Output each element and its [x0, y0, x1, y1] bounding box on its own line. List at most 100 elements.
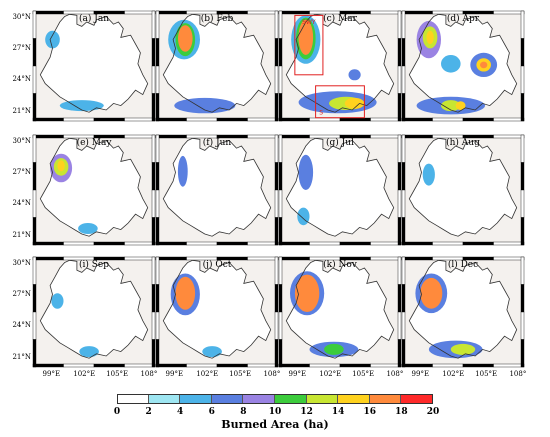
x-axis-label: 102°E [196, 370, 219, 378]
province-outline [39, 259, 149, 359]
burn-hotspot [78, 223, 98, 234]
border-tick-segment [32, 241, 64, 246]
x-axis-label: 105°E [106, 370, 129, 378]
border-tick-segment [309, 241, 341, 246]
border-tick-segment [278, 363, 310, 368]
province-outline [39, 137, 149, 237]
colorbar-tick-label: 14 [331, 407, 345, 417]
panel-title: (b) Feb [200, 14, 234, 24]
border-tick-segment [401, 162, 406, 191]
burn-hotspot [298, 154, 314, 190]
colorbar-segment [117, 394, 149, 404]
border-tick-segment [93, 363, 125, 368]
burn-hotspot [294, 274, 320, 312]
border-tick-segment [247, 241, 279, 246]
burn-hotspot [177, 155, 188, 187]
border-tick-segment [32, 65, 37, 94]
y-axis-label: 27°N [12, 44, 31, 53]
border-tick-segment [397, 339, 402, 368]
province-outline [285, 259, 395, 359]
colorbar-tick-label: 16 [363, 407, 377, 417]
border-tick-segment [216, 363, 248, 368]
border-tick-segment [32, 93, 37, 122]
border-tick-segment [397, 217, 402, 246]
border-tick-segment [401, 284, 406, 313]
border-tick-segment [155, 363, 187, 368]
border-tick-segment [278, 93, 283, 122]
border-tick-segment [462, 363, 494, 368]
border-tick-segment [274, 339, 279, 368]
panel-title: (a) Jan [78, 14, 110, 24]
colorbar [117, 394, 433, 404]
border-tick-segment [32, 363, 64, 368]
colorbar-segment [211, 394, 244, 404]
border-tick-segment [278, 217, 283, 246]
x-axis-label: 108° [386, 370, 404, 378]
burn-hotspot [455, 101, 466, 110]
border-tick-segment [155, 38, 160, 67]
y-axis-label: 21°N [12, 231, 31, 240]
map-panel: (d) Apr [401, 10, 525, 122]
x-axis-label: 108° [263, 370, 281, 378]
border-tick-segment [520, 93, 525, 122]
colorbar-tick-label: 4 [177, 407, 184, 417]
x-axis-label: 102°E [73, 370, 96, 378]
border-tick-segment [155, 189, 160, 218]
province-fill [409, 138, 517, 237]
map-panel: (g) Jul [278, 134, 402, 246]
x-axis-label: 102°E [319, 370, 342, 378]
panel-title: (g) Jul [326, 138, 354, 148]
colorbar-frame [117, 394, 433, 404]
border-tick-segment [63, 241, 95, 246]
colorbar-segment [243, 394, 275, 404]
map-svg [155, 256, 279, 368]
burn-hotspot [324, 343, 344, 355]
colorbar-tick-label: 20 [426, 407, 440, 417]
x-axis-label: 99°E [288, 370, 307, 378]
border-tick-segment [151, 339, 156, 368]
border-tick-segment [370, 241, 402, 246]
border-tick-segment [151, 311, 156, 340]
map-panel: (j) Oct 99°E 102°E 105°E 108° [155, 256, 280, 378]
border-tick-segment [32, 162, 37, 191]
border-tick-segment [278, 311, 283, 340]
border-tick-segment [155, 65, 160, 94]
y-axis-label: 24°N [12, 75, 31, 84]
border-tick-segment [216, 241, 248, 246]
map-panel: (k) Nov 99°E 102°E 105°E 108° [278, 256, 403, 378]
burn-hotspot [175, 276, 196, 310]
burn-hotspot [480, 61, 488, 69]
border-tick-segment [520, 284, 525, 313]
border-tick-segment [274, 311, 279, 340]
border-tick-segment [370, 363, 402, 368]
map-svg [401, 134, 525, 246]
map-svg [32, 134, 156, 246]
map-panel: (b) Feb [155, 10, 279, 122]
colorbar-tick-label: 2 [145, 407, 152, 417]
border-tick-segment [432, 241, 464, 246]
burn-hotspot [348, 69, 361, 81]
border-tick-segment [493, 117, 525, 122]
border-tick-segment [520, 162, 525, 191]
burn-hotspot [202, 346, 222, 358]
border-tick-segment [216, 117, 248, 122]
x-axis-label: 99°E [411, 370, 430, 378]
panel-title: (i) Sep [78, 260, 109, 270]
map-svg [155, 10, 279, 122]
province-outline [162, 259, 272, 359]
border-tick-segment [493, 363, 525, 368]
map-panel: (h) Aug [401, 134, 525, 246]
border-tick-segment [155, 117, 187, 122]
colorbar-segment [148, 394, 181, 404]
border-tick-segment [520, 339, 525, 368]
border-tick-segment [278, 284, 283, 313]
y-axis-label: 27°N [12, 168, 31, 177]
border-tick-segment [397, 162, 402, 191]
province-fill [40, 14, 148, 113]
y-axis-label: 24°N [12, 199, 31, 208]
border-tick-segment [370, 117, 402, 122]
border-tick-segment [278, 189, 283, 218]
border-tick-segment [397, 311, 402, 340]
border-tick-segment [339, 363, 371, 368]
map-svg: SWY S [278, 10, 402, 122]
